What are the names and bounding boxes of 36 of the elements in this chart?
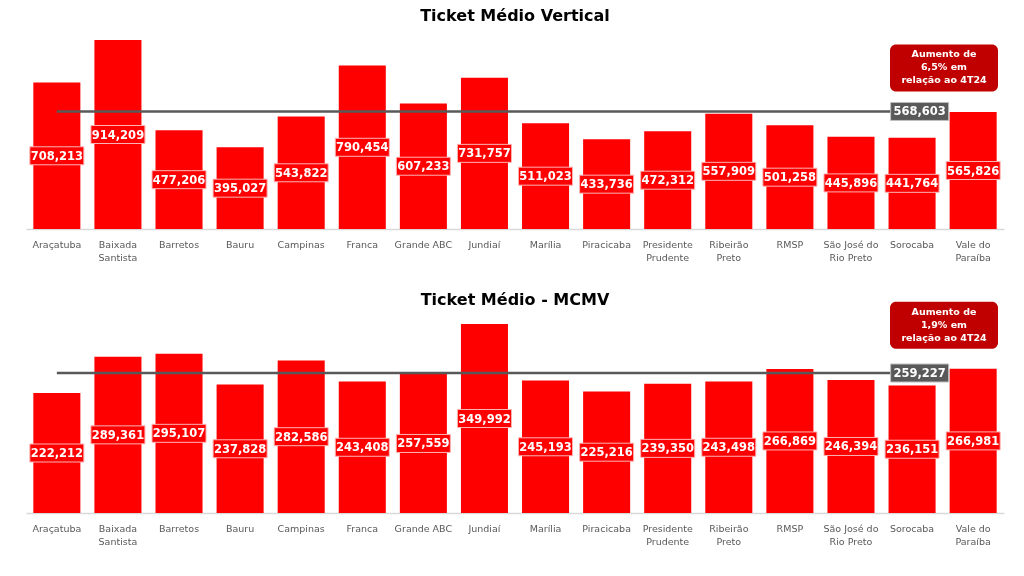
chart-title: Ticket Médio - MCMV	[420, 290, 610, 309]
x-tick-label: Baixada Santista	[98, 522, 138, 547]
x-tick-label: Jundiaí	[467, 238, 501, 250]
x-tick-label: Barretos	[158, 238, 200, 250]
x-tick-label: Grande ABC	[394, 522, 453, 534]
x-tick-label: Vale do Paraíba	[955, 238, 991, 263]
x-tick-label: RMSP	[776, 238, 804, 250]
x-tick-label: Barretos	[158, 522, 200, 534]
x-tick-label: Bauru	[225, 238, 255, 250]
x-tick-label: Jundiaí	[467, 522, 501, 534]
x-tick-label: Franca	[346, 238, 379, 250]
x-tick-label: Piracicaba	[582, 238, 631, 250]
x-tick-label: Bauru	[225, 522, 255, 534]
x-tick-label: Vale do Paraíba	[955, 522, 991, 547]
x-tick-label: Presidente Prudente	[642, 522, 693, 547]
x-tick-label: Ribeirão Preto	[709, 522, 749, 547]
x-tick-label: Araçatuba	[32, 238, 82, 250]
x-tick-label: Baixada Santista	[98, 238, 138, 263]
x-tick-label: Marília	[529, 238, 562, 250]
x-tick-label: Ribeirão Preto	[709, 238, 749, 263]
x-tick-label: Campinas	[277, 522, 325, 534]
x-tick-label: Franca	[346, 522, 379, 534]
x-tick-label: Piracicaba	[582, 522, 631, 534]
x-tick-label: Sorocaba	[889, 522, 935, 534]
annotation: Aumento de 1,9% em relação ao 4T24	[901, 305, 987, 343]
x-tick-label: Araçatuba	[32, 522, 82, 534]
x-tick-label: Grande ABC	[394, 238, 453, 250]
x-tick-label: Campinas	[277, 238, 325, 250]
x-tick-label: Presidente Prudente	[642, 238, 693, 263]
chart-title: Ticket Médio Vertical	[420, 6, 610, 25]
x-tick-label: Marília	[529, 522, 562, 534]
x-tick-label: São José do Rio Preto	[823, 522, 879, 547]
x-tick-label: São José do Rio Preto	[823, 238, 879, 263]
x-tick-label: Sorocaba	[889, 238, 935, 250]
annotation: Aumento de 6,5% em relação ao 4T24	[901, 48, 987, 86]
x-tick-label: RMSP	[776, 522, 804, 534]
